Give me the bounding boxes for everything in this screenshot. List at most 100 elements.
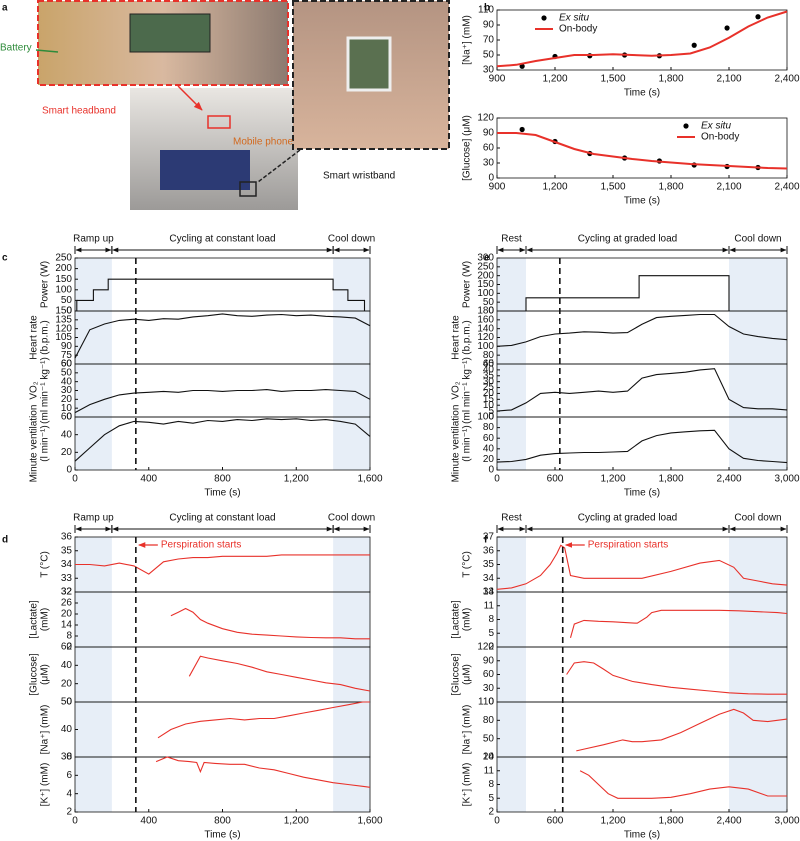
y-tick-label: 60	[483, 433, 495, 444]
x-tick-label: 900	[489, 74, 506, 85]
y-tick-label: 80	[483, 715, 495, 726]
x-tick-label: 2,400	[774, 182, 799, 193]
y-tick-label: 26	[61, 598, 73, 609]
data-point	[691, 42, 697, 48]
data-line	[75, 554, 370, 575]
y-axis-label: (l min⁻¹)	[462, 425, 473, 461]
x-tick-label: 3,000	[774, 816, 799, 827]
photo-shirt	[160, 150, 250, 190]
y-tick-label: 14	[483, 752, 495, 763]
phase-label: Ramp up	[73, 234, 114, 245]
x-tick-label: 1,600	[357, 816, 382, 827]
y-tick-label: 14	[483, 587, 495, 598]
plot-frame	[74, 310, 371, 365]
y-tick-label: 140	[477, 323, 494, 334]
data-line	[497, 132, 788, 170]
x-tick-label: 3,000	[774, 474, 799, 485]
y-tick-label: 30	[61, 752, 73, 763]
y-axis-label: (l min⁻¹)	[40, 425, 51, 461]
photo-label: Smart headband	[42, 106, 116, 117]
y-tick-label: 150	[55, 306, 72, 317]
data-line	[496, 10, 788, 68]
y-tick-label: 15	[483, 394, 495, 405]
y-axis-label: T (°C)	[462, 551, 473, 578]
x-tick-label: 800	[214, 816, 231, 827]
x-axis-label: Time (s)	[624, 196, 660, 207]
y-tick-label: 120	[477, 113, 494, 124]
x-tick-label: 600	[547, 474, 564, 485]
x-tick-label: 1,800	[658, 816, 683, 827]
x-tick-label: 1,800	[658, 74, 683, 85]
y-tick-label: 2	[66, 642, 72, 653]
phase-shade	[729, 537, 787, 812]
y-axis-label: [Glucose] (μM)	[462, 115, 473, 181]
photo-label: Battery	[0, 43, 32, 54]
y-axis-label: Heart rate	[29, 315, 40, 360]
y-tick-label: 0	[488, 306, 494, 317]
data-line	[155, 756, 371, 788]
y-tick-label: 30	[483, 683, 495, 694]
y-tick-label: 250	[55, 253, 72, 264]
y-tick-label: 2	[66, 807, 72, 818]
annotation: Perspiration starts	[161, 540, 242, 551]
y-tick-label: 100	[477, 288, 494, 299]
y-tick-label: 100	[477, 341, 494, 352]
data-line	[566, 661, 787, 695]
y-tick-label: 60	[61, 359, 73, 370]
plot-frame	[74, 701, 371, 758]
y-tick-label: 20	[61, 394, 73, 405]
data-line	[496, 544, 788, 590]
y-tick-label: 10	[61, 403, 73, 414]
data-line	[496, 313, 788, 347]
y-tick-label: 8	[66, 631, 72, 642]
data-line	[579, 770, 787, 799]
x-tick-label: 800	[214, 474, 231, 485]
x-tick-label: 1,500	[600, 74, 625, 85]
y-axis-label: (ml min⁻¹ kg⁻¹)	[462, 357, 473, 424]
y-tick-label: 2	[488, 807, 494, 818]
y-tick-label: 100	[477, 412, 494, 423]
x-tick-label: 1,800	[658, 474, 683, 485]
data-line	[170, 607, 370, 640]
phase-label: Cycling at constant load	[169, 513, 275, 524]
photo-board	[129, 13, 211, 53]
plot-frame	[74, 646, 371, 703]
phase-label: Cool down	[328, 513, 375, 524]
y-tick-label: 110	[478, 5, 494, 16]
x-tick-label: 1,600	[357, 474, 382, 485]
y-tick-label: 60	[61, 642, 73, 653]
y-tick-label: 0	[488, 465, 494, 476]
x-tick-label: 1,500	[600, 182, 625, 193]
y-tick-label: 50	[61, 367, 73, 378]
plot-frame	[74, 257, 371, 312]
photo-wrist-board	[346, 36, 392, 92]
y-tick-label: 60	[61, 412, 73, 423]
legend-label: Ex situ	[559, 13, 589, 24]
y-tick-label: 35	[483, 559, 495, 570]
y-axis-label: [Na⁺] (mM)	[462, 705, 473, 755]
x-tick-label: 1,200	[600, 816, 625, 827]
panel-letter: a	[2, 3, 8, 14]
y-tick-label: 34	[61, 559, 73, 570]
y-axis-label: Minute ventilation	[29, 405, 40, 483]
y-tick-label: 75	[61, 350, 73, 361]
data-line	[497, 275, 730, 312]
phase-label: Rest	[501, 234, 522, 245]
y-tick-label: 35	[61, 545, 73, 556]
y-tick-label: 180	[477, 306, 494, 317]
y-tick-label: 11	[484, 765, 495, 776]
x-tick-label: 2,400	[716, 816, 741, 827]
y-axis-label: [K⁺] (mM)	[462, 763, 473, 807]
plot-frame	[74, 756, 371, 813]
y-tick-label: 8	[66, 752, 72, 763]
data-point	[724, 25, 730, 31]
x-tick-label: 0	[494, 474, 500, 485]
plot-frame	[74, 416, 371, 471]
y-tick-label: 40	[483, 365, 495, 376]
y-tick-label: 25	[483, 382, 495, 393]
y-tick-label: 0	[488, 412, 494, 423]
y-tick-label: 30	[483, 65, 495, 76]
y-tick-label: 90	[61, 341, 73, 352]
y-tick-label: 200	[55, 263, 72, 274]
y-tick-label: 40	[61, 429, 73, 440]
